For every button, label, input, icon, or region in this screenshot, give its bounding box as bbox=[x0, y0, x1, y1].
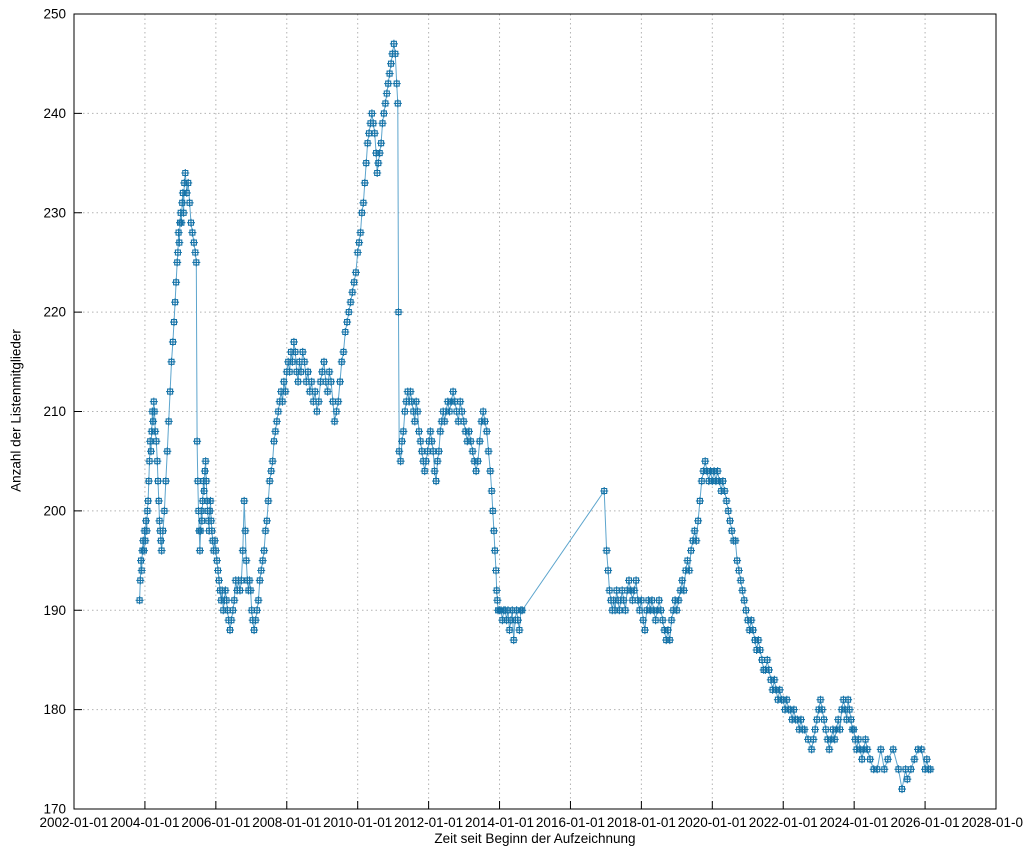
series-line bbox=[139, 43, 931, 790]
x-tick-label: 2014-01-01 bbox=[465, 815, 534, 830]
x-tick-label: 2018-01-01 bbox=[607, 815, 676, 830]
x-tick-label: 2010-01-01 bbox=[323, 815, 392, 830]
gridlines bbox=[74, 14, 996, 809]
x-tick-label: 2028-01-01 bbox=[961, 815, 1024, 830]
y-tick-label: 210 bbox=[43, 404, 66, 419]
x-tick-label: 2002-01-01 bbox=[39, 815, 108, 830]
x-tick-label: 2012-01-01 bbox=[394, 815, 463, 830]
x-tick-label: 2026-01-01 bbox=[891, 815, 960, 830]
y-tick-label: 180 bbox=[43, 702, 66, 717]
tick-marks bbox=[73, 13, 997, 810]
x-axis-title: Zeit seit Beginn der Aufzeichnung bbox=[434, 831, 636, 846]
tick-labels: 2002-01-01 2004-01-01 2006-01-01 2008-01-01… bbox=[39, 7, 1024, 831]
x-tick-label: 2004-01-01 bbox=[110, 815, 179, 830]
x-tick-label: 2020-01-01 bbox=[678, 815, 747, 830]
y-tick-label: 200 bbox=[43, 503, 66, 518]
y-tick-label: 230 bbox=[43, 205, 66, 220]
y-tick-label: 220 bbox=[43, 305, 66, 320]
x-tick-label: 2006-01-01 bbox=[181, 815, 250, 830]
y-tick-label: 190 bbox=[43, 603, 66, 618]
x-tick-label: 2024-01-01 bbox=[820, 815, 889, 830]
y-axis-title: Anzahl der Listenmitglieder bbox=[8, 329, 24, 492]
y-tick-label: 170 bbox=[43, 802, 66, 817]
x-tick-label: 2022-01-01 bbox=[749, 815, 818, 830]
series-markers bbox=[135, 39, 935, 794]
y-tick-label: 240 bbox=[43, 106, 66, 121]
y-tick-label: 250 bbox=[43, 7, 66, 22]
x-tick-label: 2016-01-01 bbox=[536, 815, 605, 830]
x-tick-label: 2008-01-01 bbox=[252, 815, 321, 830]
